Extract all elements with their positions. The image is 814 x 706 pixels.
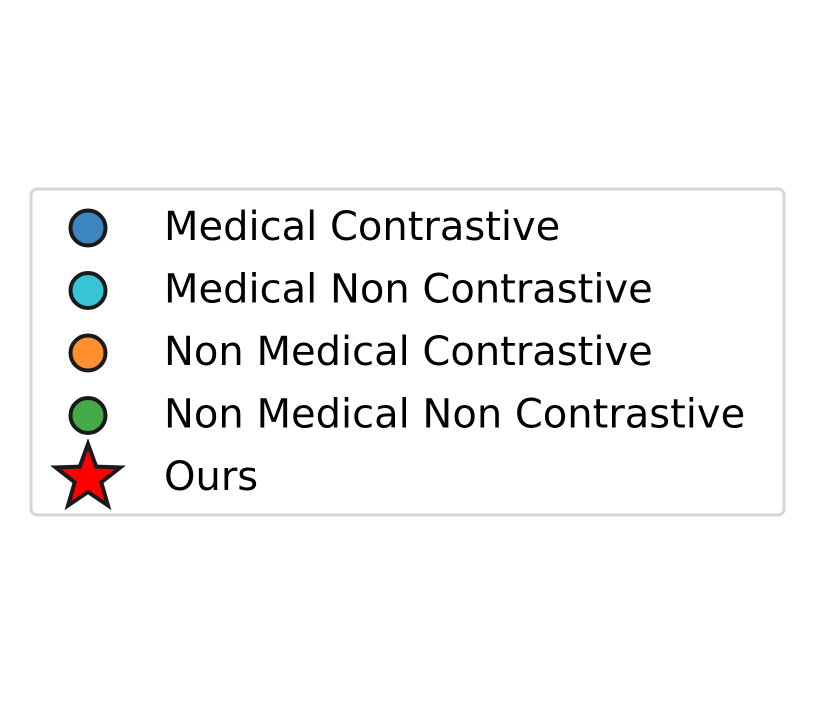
legend-marker-star-icon bbox=[50, 438, 126, 511]
legend-label-non-medical-non-contrastive: Non Medical Non Contrastive bbox=[164, 392, 745, 438]
legend-item-medical-non-contrastive: Medical Non Contrastive bbox=[68, 267, 653, 313]
legend-marker-circle-icon bbox=[68, 271, 108, 310]
legend-label-medical-contrastive: Medical Contrastive bbox=[164, 204, 560, 250]
legend-marker-circle-icon bbox=[68, 333, 108, 373]
legend: Medical Contrastive Medical Non Contrasti… bbox=[50, 204, 745, 511]
legend-item-non-medical-non-contrastive: Non Medical Non Contrastive bbox=[68, 392, 745, 438]
legend-label-medical-non-contrastive: Medical Non Contrastive bbox=[164, 267, 653, 313]
legend-item-non-medical-contrastive: Non Medical Contrastive bbox=[68, 329, 653, 375]
legend-frame bbox=[29, 187, 786, 517]
legend-marker-circle-icon bbox=[68, 396, 108, 435]
legend-item-medical-contrastive: Medical Contrastive bbox=[68, 204, 560, 250]
legend-label-ours: Ours bbox=[164, 454, 258, 500]
legend-item-ours: Ours bbox=[50, 438, 258, 511]
legend-label-non-medical-contrastive: Non Medical Contrastive bbox=[164, 329, 653, 375]
legend-marker-circle-icon bbox=[68, 208, 108, 248]
